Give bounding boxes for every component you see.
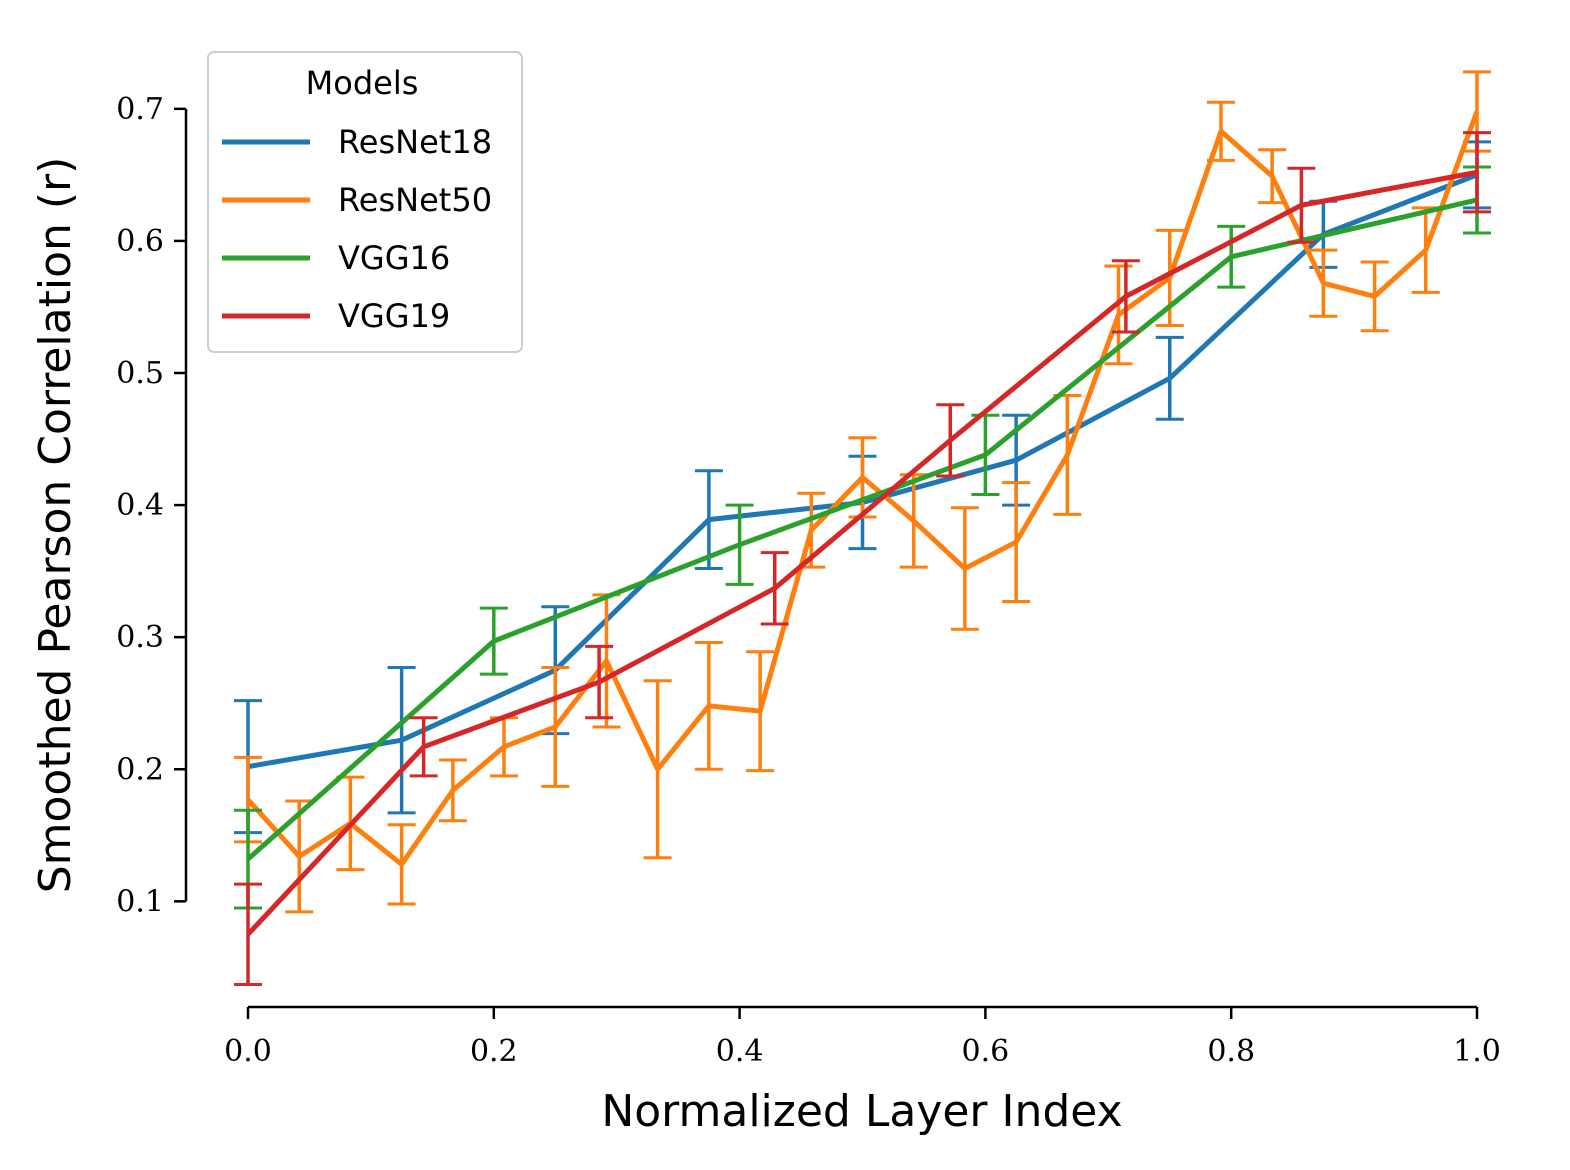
legend-item-resnet18: ResNet18	[222, 123, 492, 161]
error-bar-resnet50	[1206, 100, 1235, 162]
error-bar-vgg16	[479, 606, 508, 676]
error-bar-resnet50	[285, 799, 314, 914]
legend: Models ResNet18 ResNet50 VGG16 VGG19	[207, 51, 523, 353]
error-bar-resnet50	[387, 823, 416, 906]
error-bar-vgg16	[971, 413, 1000, 497]
error-bar-resnet50	[1002, 481, 1031, 604]
error-bar-resnet50	[1360, 260, 1389, 333]
error-bar-resnet50	[694, 640, 723, 771]
error-bar-resnet50	[541, 666, 570, 788]
x-tick-label: 0.0	[224, 1034, 272, 1069]
error-bar-vgg19	[585, 644, 614, 720]
legend-label: ResNet18	[338, 123, 492, 161]
x-tick-label: 1.0	[1453, 1034, 1501, 1069]
error-bar-resnet50	[950, 506, 979, 631]
error-bar-vgg19	[234, 882, 262, 987]
x-tick-label: 0.8	[1207, 1034, 1255, 1069]
error-bar-vgg19	[760, 551, 789, 626]
error-bar-resnet50	[1309, 248, 1338, 318]
series-line-vgg16	[246, 197, 1478, 861]
error-bar-resnet50	[1053, 393, 1082, 516]
y-tick-label: 0.1	[116, 884, 164, 919]
error-bar-vgg16	[1217, 224, 1246, 289]
error-bar-vgg19	[409, 716, 438, 778]
error-bar-vgg19	[1111, 259, 1140, 334]
y-tick-label: 0.6	[116, 224, 164, 259]
x-tick-label: 0.6	[962, 1034, 1010, 1069]
series-resnet50	[234, 70, 1491, 914]
error-bar-vgg19	[1463, 131, 1491, 214]
legend-items: ResNet18 ResNet50 VGG16 VGG19	[222, 123, 492, 335]
error-bar-resnet18	[387, 666, 416, 815]
legend-item-resnet50: ResNet50	[222, 181, 492, 219]
plot-area	[234, 70, 1491, 987]
error-bar-resnet18	[1155, 335, 1184, 421]
legend-item-vgg16: VGG16	[222, 239, 450, 277]
error-bar-vgg16	[725, 503, 754, 586]
error-bar-resnet50	[438, 758, 467, 823]
error-bar-resnet50	[592, 593, 621, 729]
error-bar-resnet50	[746, 650, 775, 773]
y-ticks: 0.1 0.2 0.3 0.4 0.5 0.6 0.7	[116, 92, 186, 919]
series-line-vgg19	[246, 169, 1478, 937]
error-bar-resnet50	[1155, 228, 1184, 327]
error-bar-resnet50	[899, 473, 928, 569]
legend-label: ResNet50	[338, 181, 492, 219]
error-bar-resnet50	[643, 679, 672, 860]
y-tick-label: 0.7	[116, 92, 164, 127]
y-tick-label: 0.5	[116, 356, 164, 391]
y-axis-label: Smoothed Pearson Correlation (r)	[30, 157, 81, 894]
axes: 0.1 0.2 0.3 0.4 0.5 0.6 0.7 0.0 0.2 0.4 0.6 0.8 1.0	[116, 92, 1501, 1069]
legend-box	[207, 51, 523, 353]
y-tick-label: 0.2	[116, 752, 164, 787]
legend-item-vgg19: VGG19	[222, 297, 450, 335]
y-tick-label: 0.4	[116, 488, 164, 523]
x-ticks: 0.0 0.2 0.4 0.6 0.8 1.0	[224, 1007, 1501, 1069]
error-bar-resnet18	[694, 469, 723, 570]
error-bar-vgg19	[936, 403, 965, 478]
y-tick-label: 0.3	[116, 620, 164, 655]
series-vgg16	[234, 165, 1491, 910]
legend-label: VGG16	[338, 239, 450, 277]
x-axis-label: Normalized Layer Index	[601, 1086, 1122, 1137]
legend-title: Models	[306, 64, 419, 102]
x-tick-label: 0.4	[716, 1034, 764, 1069]
x-tick-label: 0.2	[470, 1034, 518, 1069]
error-bar-resnet50	[1258, 148, 1287, 205]
error-bar-vgg19	[1287, 166, 1316, 244]
error-bar-resnet50	[490, 716, 519, 778]
series-vgg19	[234, 131, 1491, 987]
legend-label: VGG19	[338, 297, 450, 335]
